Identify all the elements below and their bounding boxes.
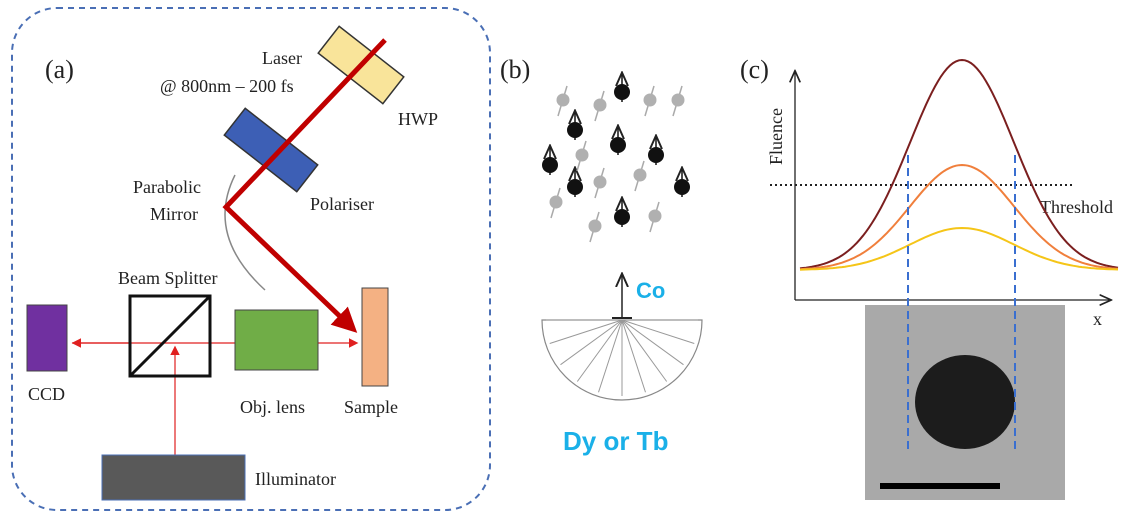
- laser-spec: @ 800nm – 200 fs: [160, 76, 294, 96]
- spin: [557, 94, 570, 107]
- spin: [614, 209, 630, 225]
- fan-line: [577, 320, 622, 381]
- panel-label: (c): [740, 55, 769, 84]
- mirror: [225, 175, 265, 290]
- laser-label: Laser: [262, 48, 302, 68]
- spin: [567, 122, 583, 138]
- spin: [672, 94, 685, 107]
- fan-line: [561, 320, 622, 365]
- fan-line: [599, 320, 622, 392]
- spin: [648, 147, 664, 163]
- spin: [576, 149, 589, 162]
- fan-line: [550, 320, 622, 343]
- co-label: Co: [636, 278, 665, 303]
- re-label: Dy or Tb: [563, 426, 668, 456]
- spin: [614, 84, 630, 100]
- spin: [649, 210, 662, 223]
- y-axis-label: Fluence: [766, 108, 786, 165]
- switched-domain: [915, 355, 1015, 449]
- mirror-label: Parabolic: [133, 177, 201, 197]
- spin: [674, 179, 690, 195]
- illuminator-label: Illuminator: [255, 469, 336, 489]
- fan-line: [622, 320, 694, 343]
- beam-splitter: [130, 296, 210, 376]
- panel-c: (c) Fluence x Threshold: [740, 55, 1118, 500]
- fan-line: [622, 320, 683, 365]
- panel-b: (b) Co Dy or Tb: [500, 55, 702, 456]
- spin: [594, 99, 607, 112]
- spin: [567, 179, 583, 195]
- panel-label: (a): [45, 55, 74, 84]
- beam-splitter-label: Beam Splitter: [118, 268, 217, 288]
- hwp-label: HWP: [398, 109, 438, 129]
- polariser: [224, 108, 317, 191]
- ccd: [27, 305, 67, 371]
- panel-label: (b): [500, 55, 530, 84]
- objective-label: Obj. lens: [240, 397, 305, 417]
- spin: [634, 169, 647, 182]
- fan-line: [622, 320, 645, 392]
- spin: [550, 196, 563, 209]
- x-axis-label: x: [1093, 309, 1102, 329]
- spin: [610, 137, 626, 153]
- sample-label: Sample: [344, 397, 398, 417]
- fluence-curve: [800, 228, 1118, 270]
- threshold-label: Threshold: [1040, 197, 1113, 217]
- fluence-curve: [800, 165, 1118, 269]
- objective: [235, 310, 318, 370]
- polariser-label: Polariser: [310, 194, 374, 214]
- fluence-curves: [800, 60, 1118, 270]
- fan-line: [622, 320, 667, 381]
- figure: (a) Laser @ 800nm – 200 fs HWP Polariser…: [0, 0, 1136, 518]
- spin: [542, 157, 558, 173]
- sample: [362, 288, 388, 386]
- ccd-label: CCD: [28, 384, 65, 404]
- illuminator: [102, 455, 245, 500]
- mirror-label: Mirror: [150, 204, 198, 224]
- spin: [594, 176, 607, 189]
- spin: [589, 220, 602, 233]
- panel-a: (a) Laser @ 800nm – 200 fs HWP Polariser…: [12, 8, 490, 510]
- spin: [644, 94, 657, 107]
